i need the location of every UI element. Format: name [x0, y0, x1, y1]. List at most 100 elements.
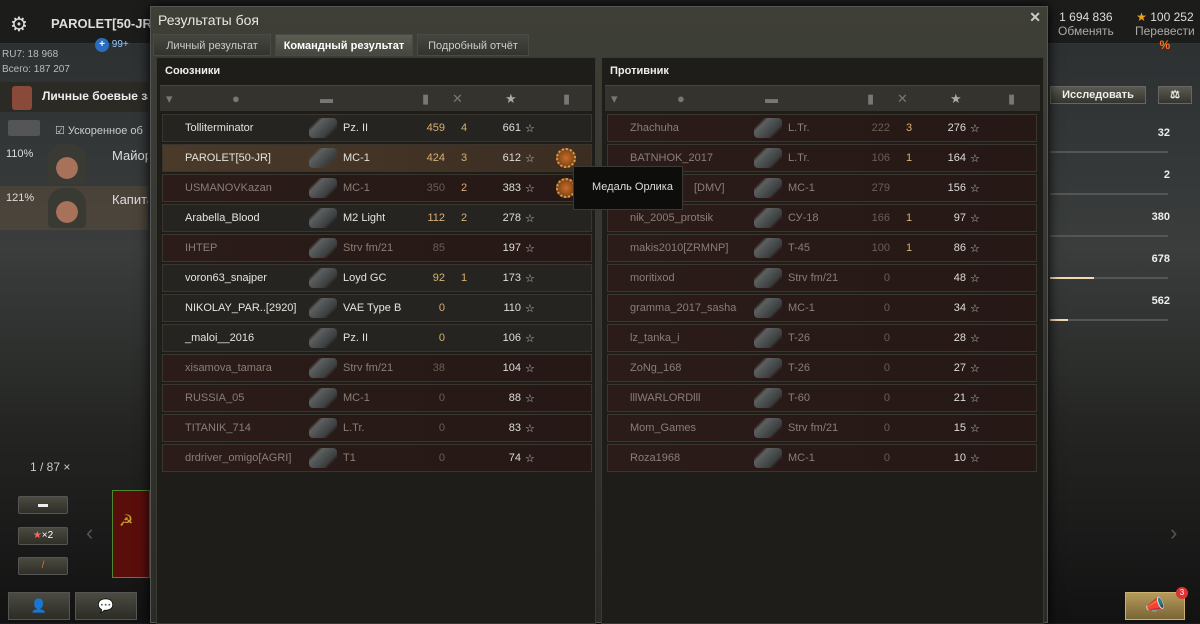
accelerated-training-label[interactable]: ☑ Ускоренное об	[55, 125, 143, 137]
star-icon: ☆	[525, 333, 535, 345]
carousel-right-arrow[interactable]: ›	[1170, 520, 1178, 545]
platoon-column-icon[interactable]: ▾	[166, 91, 173, 106]
crew-member[interactable]: 121% Капита	[0, 186, 148, 230]
xp-column-star-icon[interactable]: ★	[950, 91, 962, 106]
camo-button[interactable]: /	[18, 557, 68, 575]
personal-missions-button[interactable]: Личные боевые зада	[0, 82, 148, 112]
star-icon: ☆	[970, 453, 980, 465]
player-row[interactable]: lz_tanka_i T-26 0 28 ☆	[607, 324, 1037, 352]
tab-team-result[interactable]: Командный результат	[275, 34, 413, 56]
player-row[interactable]: _maloi__2016 Pz. II 0 106 ☆	[162, 324, 592, 352]
enemies-panel: Противник ▾ ● ▬ ▮ ✕ ★ ▮ Zhachuha L.Tr. 222 3 2…	[601, 57, 1044, 624]
damage-value: 166	[871, 212, 890, 224]
carousel-left-arrow[interactable]: ‹	[86, 520, 94, 545]
profile-button[interactable]: 👤	[8, 592, 70, 620]
medal-icon[interactable]	[556, 148, 576, 168]
crew-member[interactable]: 110% Майор	[0, 142, 148, 186]
player-row[interactable]: voron63_snajper Loyd GC 92 1 173 ☆	[162, 264, 592, 292]
tank-name: MC-1	[343, 182, 370, 194]
vehicle-stat-bar	[1050, 235, 1168, 237]
player-row[interactable]: gramma_2017_sasha MC-1 0 34 ☆	[607, 294, 1037, 322]
vehicle-stat-value: 678	[1151, 253, 1170, 265]
close-icon[interactable]: ✕	[1029, 9, 1041, 25]
xp-multiplier-button[interactable]: ★×2	[18, 527, 68, 545]
tank-icon	[309, 238, 337, 258]
tank-name: MC-1	[788, 182, 815, 194]
vehicle-filter-button[interactable]: ▬	[18, 496, 68, 514]
xp-value: 276	[947, 122, 966, 134]
medals-column-icon[interactable]: ▮	[1008, 91, 1016, 106]
damage-value: 85	[432, 242, 445, 254]
damage-column-icon[interactable]: ▮	[867, 91, 875, 106]
username[interactable]: PAROLET[50-JR]	[51, 16, 157, 31]
tank-icon	[309, 178, 337, 198]
player-row[interactable]: Mom_Games Strv fm/21 0 15 ☆	[607, 414, 1037, 442]
player-row[interactable]: NIKOLAY_PAR..[2920] VAE Type B 0 110 ☆	[162, 294, 592, 322]
frags-column-icon[interactable]: ✕	[452, 91, 463, 106]
tank-column-icon[interactable]: ▬	[320, 91, 333, 106]
player-row[interactable]: Zhachuha L.Tr. 222 3 276 ☆	[607, 114, 1037, 142]
tab-detailed-report[interactable]: Подробный отчёт	[417, 34, 529, 56]
player-name: BATNHOK_2017	[630, 152, 713, 164]
crew-skill: 110%	[6, 148, 34, 160]
platoon-column-icon[interactable]: ▾	[611, 91, 618, 106]
player-name: Roza1968	[630, 452, 681, 464]
credits-block[interactable]: 1 694 836 Обменять	[1058, 10, 1114, 38]
vehicle-stat-value: 380	[1151, 211, 1170, 223]
player-name: ZoNg_168	[630, 362, 682, 374]
frags-column-icon[interactable]: ✕	[897, 91, 908, 106]
tank-name: L.Tr.	[343, 422, 365, 434]
damage-value: 350	[426, 182, 445, 194]
star-icon: ☆	[970, 213, 980, 225]
player-row[interactable]: RUSSIA_05 MC-1 0 88 ☆	[162, 384, 592, 412]
player-name: Zhachuha	[630, 122, 679, 134]
player-row[interactable]: USMANOVKazan MC-1 350 2 383 ☆	[162, 174, 592, 202]
player-row[interactable]: BATNHOK_2017 L.Tr. 106 1 164 ☆	[607, 144, 1037, 172]
medals-column-icon[interactable]: ▮	[563, 91, 571, 106]
vehicle-card-ussr-flag[interactable]: ☭	[112, 490, 150, 578]
player-column-icon[interactable]: ●	[677, 91, 685, 106]
player-name: drdriver_omigo[AGRI]	[185, 452, 292, 464]
gold-block[interactable]: ★ 100 252 Перевести%	[1135, 10, 1195, 52]
credits-value: 1 694 836	[1059, 10, 1113, 24]
star-icon: ☆	[525, 273, 535, 285]
damage-column-icon[interactable]: ▮	[422, 91, 430, 106]
player-row[interactable]: xisamova_tamara Strv fm/21 38 104 ☆	[162, 354, 592, 382]
star-icon: ☆	[970, 363, 980, 375]
frags-value: 2	[461, 212, 468, 224]
transfer-link[interactable]: Перевести	[1135, 24, 1195, 38]
player-row[interactable]: Tolliterminator Pz. II 459 4 661 ☆	[162, 114, 592, 142]
player-name: PAROLET[50-JR]	[185, 152, 271, 164]
tab-personal-result[interactable]: Личный результат	[153, 34, 271, 56]
player-row[interactable]: Arabella_Blood M2 Light 112 2 278 ☆	[162, 204, 592, 232]
xp-column-star-icon[interactable]: ★	[505, 91, 517, 106]
xp-value: 15	[953, 422, 966, 434]
vehicle-counter: 1 / 87 ×	[30, 460, 71, 474]
exchange-link[interactable]: Обменять	[1058, 24, 1114, 38]
ru7-xp: RU7: 18 968	[2, 49, 59, 60]
xp-value: 97	[953, 212, 966, 224]
tank-name: T-60	[788, 392, 811, 404]
player-row[interactable]: PAROLET[50-JR] MC-1 424 3 612 ☆	[162, 144, 592, 172]
notifications-center-button[interactable]: 📣 3	[1125, 587, 1188, 620]
vehicle-stat-bar	[1050, 193, 1168, 195]
tank-column-icon[interactable]: ▬	[765, 91, 778, 106]
player-row[interactable]: ZoNg_168 T-26 0 27 ☆	[607, 354, 1037, 382]
chat-button[interactable]: 💬	[75, 592, 137, 620]
tank-name: Strv fm/21	[788, 272, 839, 284]
player-row[interactable]: makis2010[ZRMNP] T-45 100 1 86 ☆	[607, 234, 1037, 262]
player-row[interactable]: drdriver_omigo[AGRI] T1 0 74 ☆	[162, 444, 592, 472]
player-row[interactable]: moritixod Strv fm/21 0 48 ☆	[607, 264, 1037, 292]
tank-name: Strv fm/21	[788, 422, 839, 434]
player-row[interactable]: Roza1968 MC-1 0 10 ☆	[607, 444, 1037, 472]
player-name: voron63_snajper	[185, 272, 267, 284]
notifications-button[interactable]: + 99+	[95, 38, 129, 52]
player-row[interactable]: TITANIK_714 L.Tr. 0 83 ☆	[162, 414, 592, 442]
player-row[interactable]: IHTEP Strv fm/21 85 197 ☆	[162, 234, 592, 262]
research-button[interactable]: Исследовать	[1050, 86, 1146, 104]
player-row[interactable]: lllWARLORDlll T-60 0 21 ☆	[607, 384, 1037, 412]
settings-gear-icon[interactable]: ⚙	[10, 14, 28, 36]
crew-button[interactable]	[8, 120, 40, 136]
player-column-icon[interactable]: ●	[232, 91, 240, 106]
compare-button[interactable]: ⚖	[1158, 86, 1192, 104]
